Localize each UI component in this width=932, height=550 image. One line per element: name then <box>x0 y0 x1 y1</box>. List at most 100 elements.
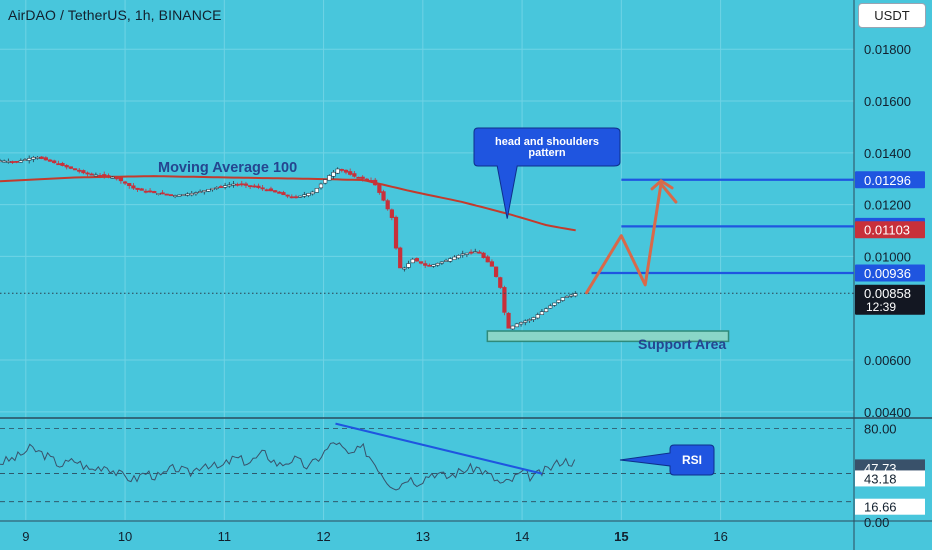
time-tick-label: 16 <box>713 529 727 544</box>
head-shoulders-callout <box>473 127 621 219</box>
axes-layer: 0.01800 0.01600 0.01400 0.01200 0.01000 0.006… <box>22 42 925 544</box>
candle-body <box>298 195 303 198</box>
price-level-badge-bg <box>855 171 925 189</box>
candle-body <box>302 194 307 197</box>
candle-body <box>239 183 244 186</box>
candle-body <box>327 175 332 181</box>
projection-layer <box>585 179 678 295</box>
candle-body <box>47 159 53 162</box>
price-levels-layer <box>0 178 854 294</box>
candle-body <box>460 253 465 256</box>
candle-body <box>260 187 265 190</box>
candle-body <box>114 177 119 180</box>
candle-body <box>373 179 378 186</box>
candle-body <box>22 159 28 161</box>
price-tick-label: 0.01800 <box>864 42 911 57</box>
candle-body <box>377 184 382 193</box>
time-tick-label: 14 <box>515 529 529 544</box>
rsi-low-badge-bg <box>855 498 925 515</box>
candle-body <box>306 193 311 196</box>
candle-body <box>193 192 199 195</box>
price-tick-label: 0.01600 <box>864 94 911 109</box>
candle-body <box>243 183 249 186</box>
candle-body <box>223 185 228 188</box>
candle-body <box>573 293 578 297</box>
candle-body <box>510 325 515 330</box>
candle-body <box>343 169 349 173</box>
projection-arrowhead <box>650 179 674 191</box>
moving-average-100-line <box>0 175 576 232</box>
candle-body <box>197 191 203 194</box>
candle-body <box>331 171 336 177</box>
candle-body <box>544 308 549 312</box>
candle-body <box>147 190 153 193</box>
support-area-box <box>486 330 730 343</box>
candle-body <box>185 193 190 196</box>
candle-body <box>210 187 215 191</box>
rsi-callout <box>619 444 715 476</box>
candle-body <box>477 251 482 254</box>
moving-average-layer <box>0 175 576 232</box>
rsi-layer <box>0 422 854 503</box>
candle-body <box>60 163 65 166</box>
candle-body <box>439 261 444 264</box>
candle-body <box>468 251 474 254</box>
ma-price-badge-text: 0.01103 <box>864 223 910 238</box>
candle-body <box>381 191 386 201</box>
time-tick-label: 13 <box>416 529 430 544</box>
candle-body <box>548 305 553 309</box>
price-tick-label: 0.01400 <box>864 146 911 161</box>
candle-body <box>435 263 440 266</box>
candle-body <box>152 191 157 194</box>
candle-body <box>564 295 570 298</box>
candle-body <box>498 277 503 288</box>
candle-body <box>410 258 415 264</box>
time-tick-label: 9 <box>22 529 29 544</box>
candle-body <box>268 188 274 192</box>
candle-body <box>77 169 82 172</box>
candle-body <box>552 302 557 306</box>
candle-body <box>364 178 369 181</box>
candle-body <box>127 183 132 186</box>
annotations-layer: Moving Average 100 head and shoulderspatt… <box>158 127 726 476</box>
candle-body <box>406 263 411 268</box>
price-tick-label: 0.01200 <box>864 198 911 213</box>
time-tick-label: 10 <box>118 529 132 544</box>
candle-body <box>106 175 111 177</box>
candle-body <box>323 179 328 184</box>
currency-button[interactable]: USDT <box>858 3 926 28</box>
candle-body <box>273 190 278 193</box>
candle-body <box>160 192 165 195</box>
candle-body <box>14 160 19 163</box>
candle-body <box>443 259 449 262</box>
candle-body <box>489 261 495 267</box>
support-area-layer <box>486 330 730 343</box>
candle-body <box>64 165 69 168</box>
candle-body <box>427 264 432 267</box>
candle-body <box>556 299 561 303</box>
candle-body <box>27 158 32 161</box>
time-tick-label: 15 <box>614 529 628 544</box>
candle-body <box>97 175 103 177</box>
candle-body <box>423 263 428 266</box>
rsi-level-badge-text: 43.18 <box>864 471 897 486</box>
candle-body <box>360 176 365 179</box>
candle-body <box>281 192 286 196</box>
candle-body <box>339 168 344 171</box>
rsi-tick-80: 80.00 <box>864 422 897 437</box>
candle-body <box>531 317 536 320</box>
projection-path <box>585 182 678 295</box>
candle-body <box>506 312 511 329</box>
rsi-hidden-tick: 0.00 <box>864 515 889 530</box>
rsi-callout-text: RSI <box>682 453 702 467</box>
candle-body <box>418 261 424 264</box>
candle-body <box>356 176 361 179</box>
candle-body <box>206 189 211 192</box>
candle-body <box>102 174 107 177</box>
candle-body <box>448 258 453 262</box>
rsi-trendline <box>335 422 543 475</box>
candle-body <box>231 183 236 186</box>
candles-layer <box>0 155 578 330</box>
